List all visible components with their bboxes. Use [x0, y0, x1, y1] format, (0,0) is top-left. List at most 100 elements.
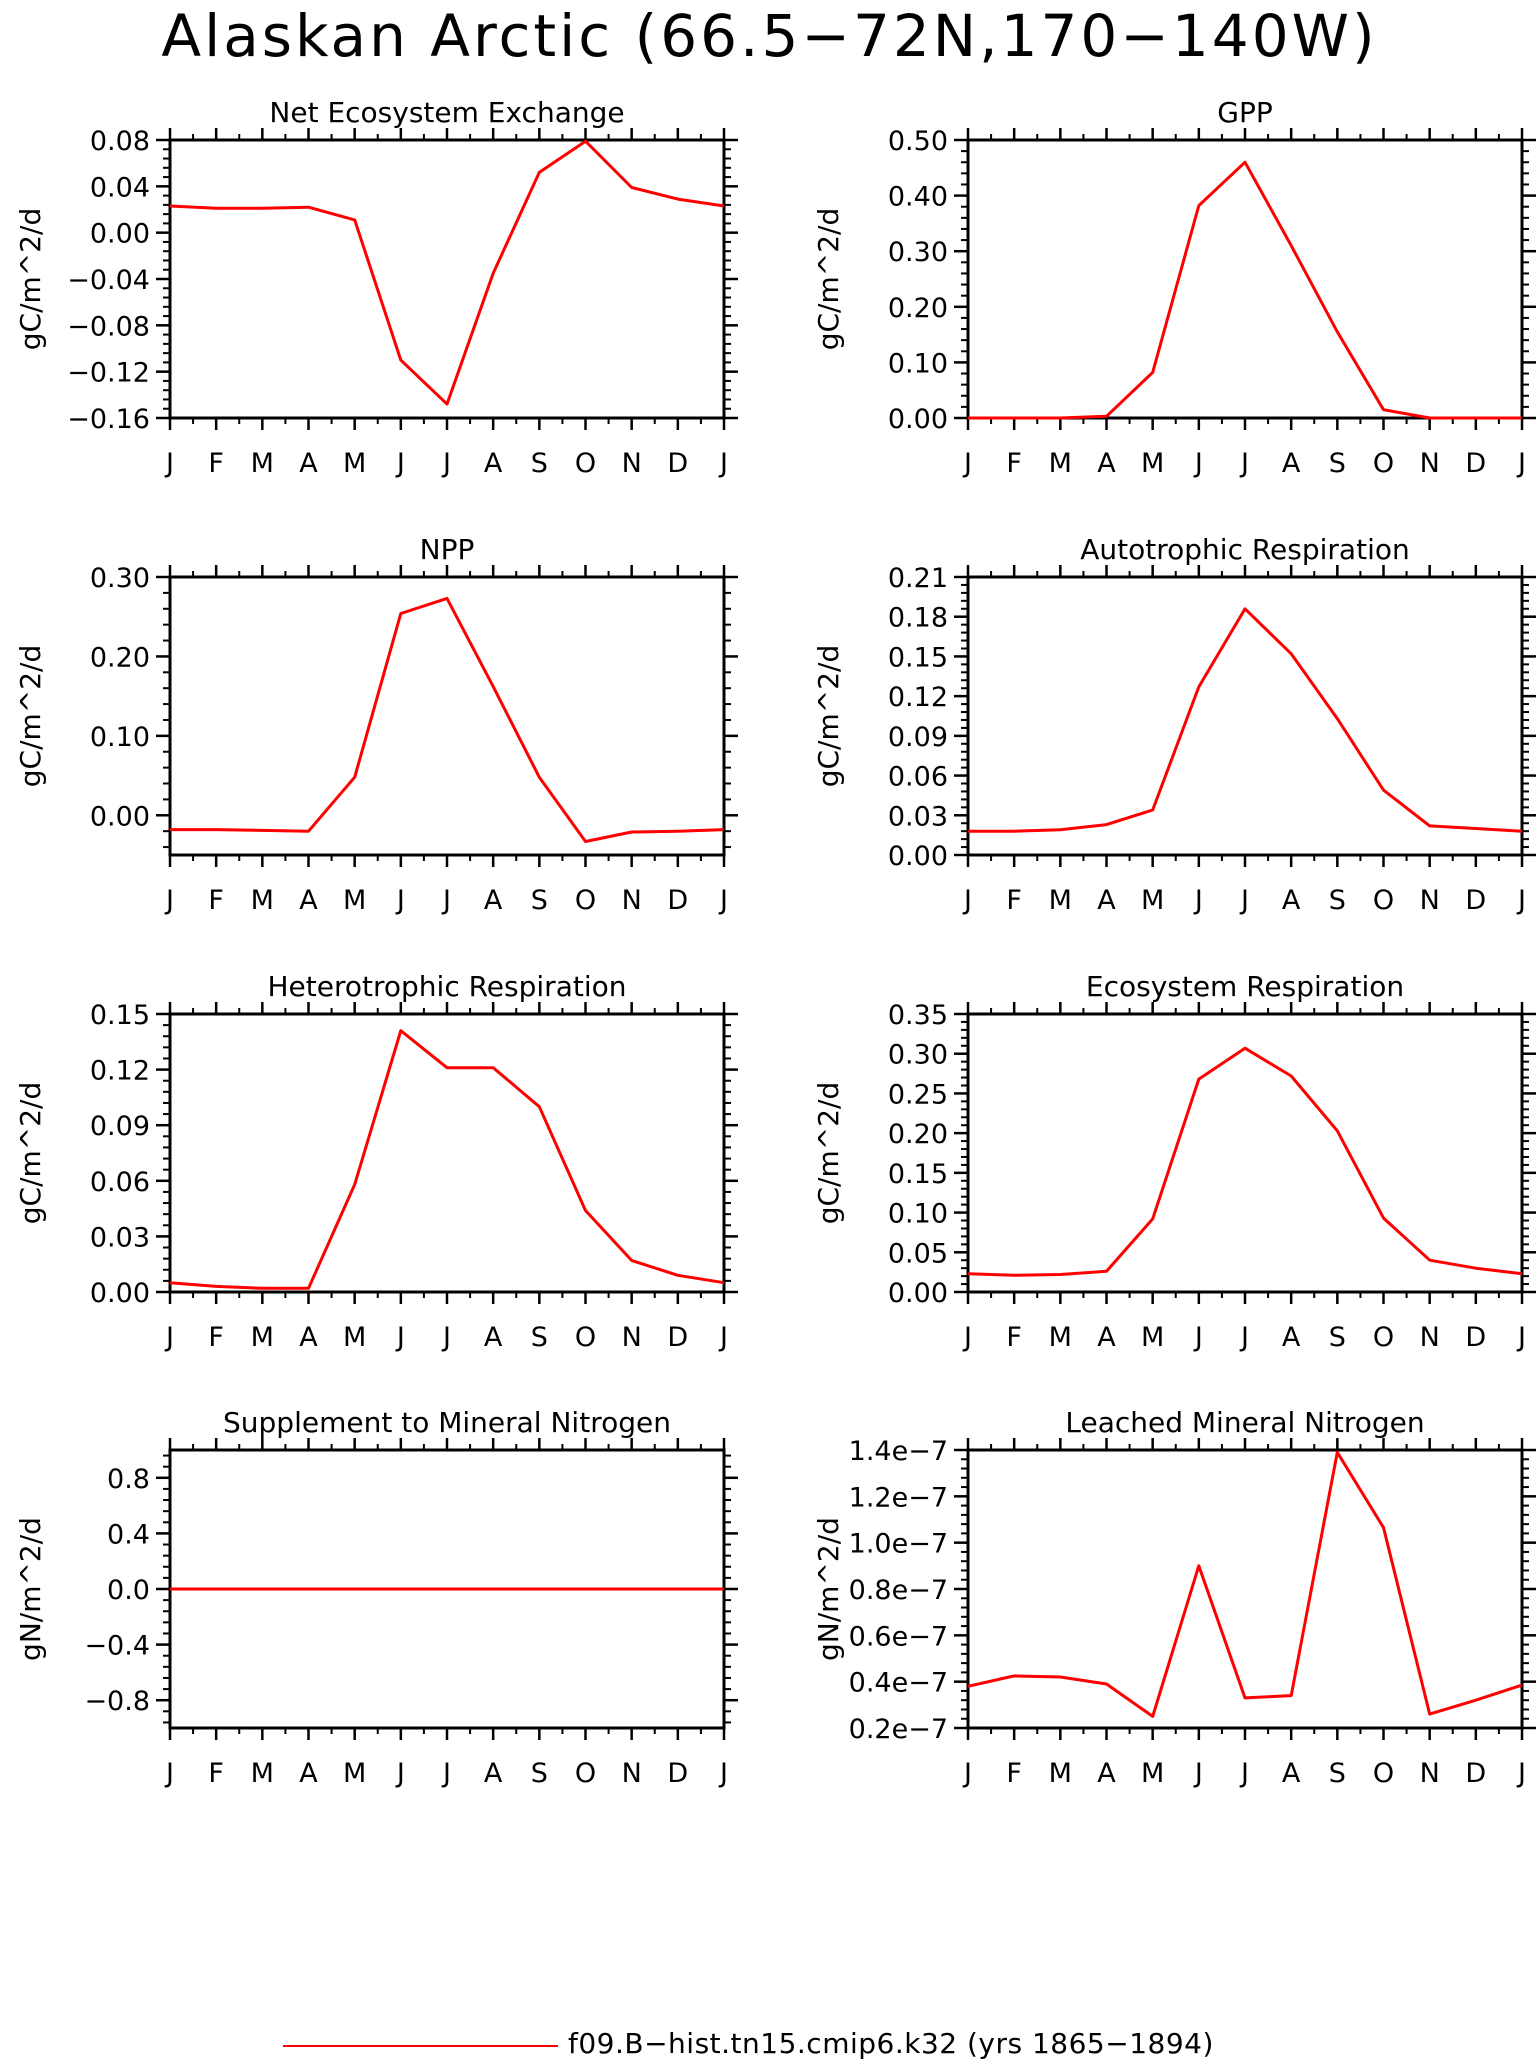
series-line [170, 596, 725, 843]
y-tick-label: 0.4 [107, 1519, 150, 1550]
x-tick-label: J [441, 448, 451, 479]
x-tick-label: D [1465, 885, 1486, 916]
x-tick-label: J [441, 885, 451, 916]
chart-title: GPP [1217, 96, 1272, 129]
y-axis-label: gC/m^2/d [14, 645, 47, 788]
plot-frame [966, 1012, 1524, 1294]
y-tick-label: 0.20 [888, 293, 948, 324]
series-line [169, 139, 725, 406]
x-tick-label: J [962, 448, 972, 479]
y-tick-label: 0.00 [90, 219, 150, 250]
x-tick-label: J [1516, 448, 1526, 479]
y-tick-label: −0.16 [67, 404, 150, 435]
legend: f09.B−hist.tn15.cmip6.k32 (yrs 1865−1894… [0, 2025, 1539, 2065]
x-tick-label: J [1193, 885, 1203, 916]
x-tick-label: D [1465, 1322, 1486, 1353]
y-tick-label: 0.09 [90, 1111, 150, 1142]
x-tick-label: J [395, 1322, 405, 1353]
y-tick-label: 0.30 [888, 237, 948, 268]
y-tick-label: 0.12 [90, 1056, 150, 1087]
x-tick-label: A [484, 885, 503, 916]
legend-line-swatch [283, 2045, 558, 2047]
series-line [169, 1029, 725, 1290]
x-tick-label: J [164, 885, 174, 916]
chart-title: Net Ecosystem Exchange [269, 96, 624, 129]
x-tick-label: D [667, 1322, 688, 1353]
x-tick-label: O [1373, 448, 1394, 479]
chart-title: Leached Mineral Nitrogen [1065, 1406, 1424, 1439]
y-tick-label: 0.15 [90, 1000, 150, 1031]
x-tick-label: F [1006, 885, 1022, 916]
x-tick-label: M [1141, 885, 1164, 916]
x-tick-label: F [1006, 448, 1022, 479]
x-tick-label: M [251, 885, 274, 916]
y-axis-label: gC/m^2/d [812, 1082, 845, 1225]
y-tick-label: 0.30 [888, 1040, 948, 1071]
y-tick-label: 0.8 [107, 1464, 150, 1495]
x-tick-label: N [622, 1322, 642, 1353]
x-tick-label: S [1329, 1758, 1346, 1789]
x-tick-label: O [1373, 1758, 1394, 1789]
chart-title: Ecosystem Respiration [1086, 970, 1404, 1003]
x-tick-label: D [667, 885, 688, 916]
y-tick-label: 0.8e−7 [849, 1575, 948, 1606]
y-tick-label: 0.15 [888, 1159, 948, 1190]
x-tick-label: M [1141, 448, 1164, 479]
chart-panel: J F M A M J J A S O N D J0.000.030.060.090.120.150.1… [812, 533, 1536, 916]
x-tick-label: J [718, 885, 728, 916]
x-tick-label: F [208, 1758, 224, 1789]
y-tick-label: 0.09 [888, 722, 948, 753]
y-tick-label: 0.04 [90, 172, 150, 203]
x-tick-label: M [343, 885, 366, 916]
page-title: Alaskan Arctic (66.5−72N,170−140W) [161, 2, 1378, 70]
x-tick-label: J [395, 885, 405, 916]
y-tick-label: 0.10 [90, 722, 150, 753]
x-tick-label: J [1193, 448, 1203, 479]
x-tick-label: D [667, 448, 688, 479]
y-tick-label: 0.05 [888, 1238, 948, 1269]
y-axis-label: gN/m^2/d [812, 1517, 845, 1661]
x-tick-label: A [1282, 448, 1301, 479]
x-tick-label: M [1049, 885, 1072, 916]
plot-frame [966, 575, 1524, 857]
series-line [968, 160, 1522, 420]
x-tick-label: A [484, 448, 503, 479]
y-axis-label: gN/m^2/d [14, 1517, 47, 1661]
y-tick-label: 0.12 [888, 682, 948, 713]
x-tick-label: O [575, 885, 596, 916]
x-tick-label: A [1097, 448, 1116, 479]
x-tick-label: M [343, 448, 366, 479]
plot-frame [168, 138, 726, 420]
y-tick-label: 0.50 [888, 126, 948, 157]
x-tick-label: J [441, 1322, 451, 1353]
y-axis-label: gC/m^2/d [812, 208, 845, 351]
x-tick-label: A [299, 1322, 318, 1353]
x-tick-label: J [718, 1322, 728, 1353]
y-tick-label: 0.0 [107, 1575, 150, 1606]
y-tick-label: 0.03 [888, 801, 948, 832]
x-tick-label: S [1329, 1322, 1346, 1353]
x-tick-label: J [1239, 448, 1249, 479]
y-tick-label: 0.20 [888, 1119, 948, 1150]
x-tick-label: J [1516, 1758, 1526, 1789]
y-tick-label: 1.4e−7 [849, 1436, 948, 1467]
x-tick-label: J [1193, 1758, 1203, 1789]
plot-frame [168, 1012, 726, 1294]
y-tick-label: −0.8 [84, 1686, 150, 1717]
y-tick-label: 0.18 [888, 603, 948, 634]
y-axis-label: gC/m^2/d [14, 208, 47, 351]
y-tick-label: 0.00 [888, 841, 948, 872]
x-tick-label: M [1049, 1758, 1072, 1789]
x-tick-label: J [441, 1758, 451, 1789]
x-tick-label: S [1329, 448, 1346, 479]
x-tick-label: N [622, 1758, 642, 1789]
x-tick-label: A [1097, 1322, 1116, 1353]
y-axis-label: gC/m^2/d [14, 1082, 47, 1225]
x-tick-label: J [962, 1322, 972, 1353]
x-tick-label: J [1193, 1322, 1203, 1353]
x-tick-label: M [251, 1758, 274, 1789]
x-tick-label: D [667, 1758, 688, 1789]
x-tick-label: M [343, 1758, 366, 1789]
y-tick-label: 0.00 [888, 1278, 948, 1309]
x-tick-label: A [299, 1758, 318, 1789]
